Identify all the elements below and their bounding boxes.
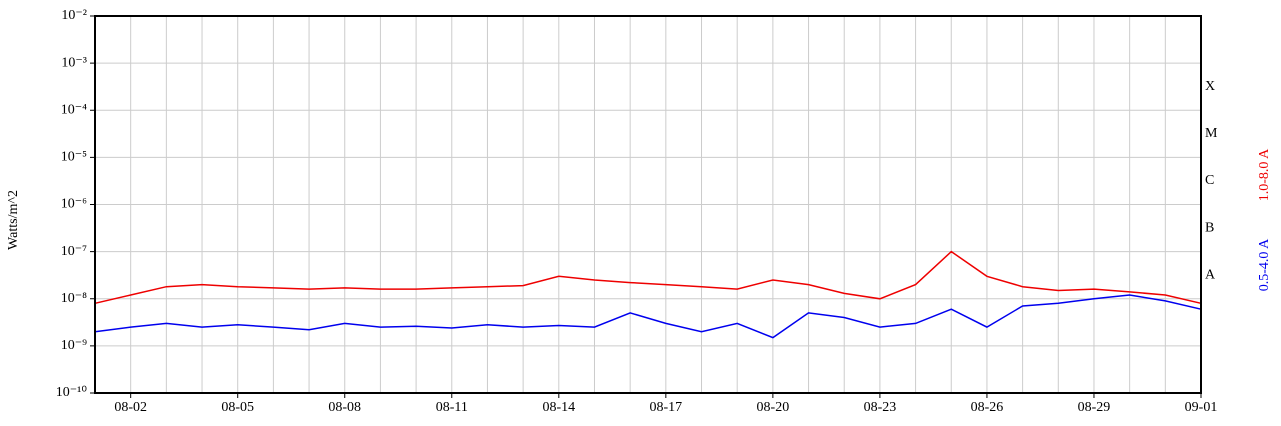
series-line (94, 294, 1202, 339)
x-tick-label: 09-01 (1185, 400, 1218, 415)
x-tick-label: 08-11 (436, 400, 468, 415)
y-tick-label: 10⁻³ (61, 55, 87, 70)
plot-frame (94, 15, 1202, 394)
y-tick-label: 10⁻¹⁰ (56, 385, 88, 400)
flare-class-label: B (1205, 220, 1214, 235)
series-line (94, 250, 1202, 305)
x-tick-label: 08-08 (328, 400, 361, 415)
flare-class-label: A (1205, 267, 1216, 282)
x-tick-label: 08-29 (1078, 400, 1111, 415)
legend-entry: 0.5-4.0 A (1257, 238, 1272, 291)
x-tick-label: 08-17 (650, 400, 683, 415)
y-tick-label: 10⁻⁷ (61, 244, 87, 259)
flare-class-label: M (1205, 126, 1218, 141)
y-tick-label: 10⁻⁵ (61, 150, 87, 165)
flare-class-label: C (1205, 173, 1214, 188)
flare-class-label: X (1205, 79, 1215, 94)
x-tick-label: 08-14 (542, 400, 575, 415)
y-tick-label: 10⁻² (61, 8, 87, 23)
y-tick-label: 10⁻⁶ (61, 197, 87, 212)
x-tick-label: 08-05 (221, 400, 254, 415)
y-tick-label: 10⁻⁴ (61, 102, 87, 117)
legend-entry: 1.0-8.0 A (1257, 148, 1272, 201)
x-tick-label: 08-26 (971, 400, 1004, 415)
x-tick-label: 08-23 (864, 400, 897, 415)
y-tick-label: 10⁻⁹ (61, 338, 87, 353)
y-tick-label: 10⁻⁸ (61, 291, 87, 306)
y-axis-label: Watts/m^2 (6, 190, 21, 250)
x-tick-label: 08-20 (757, 400, 790, 415)
x-tick-label: 08-02 (114, 400, 147, 415)
